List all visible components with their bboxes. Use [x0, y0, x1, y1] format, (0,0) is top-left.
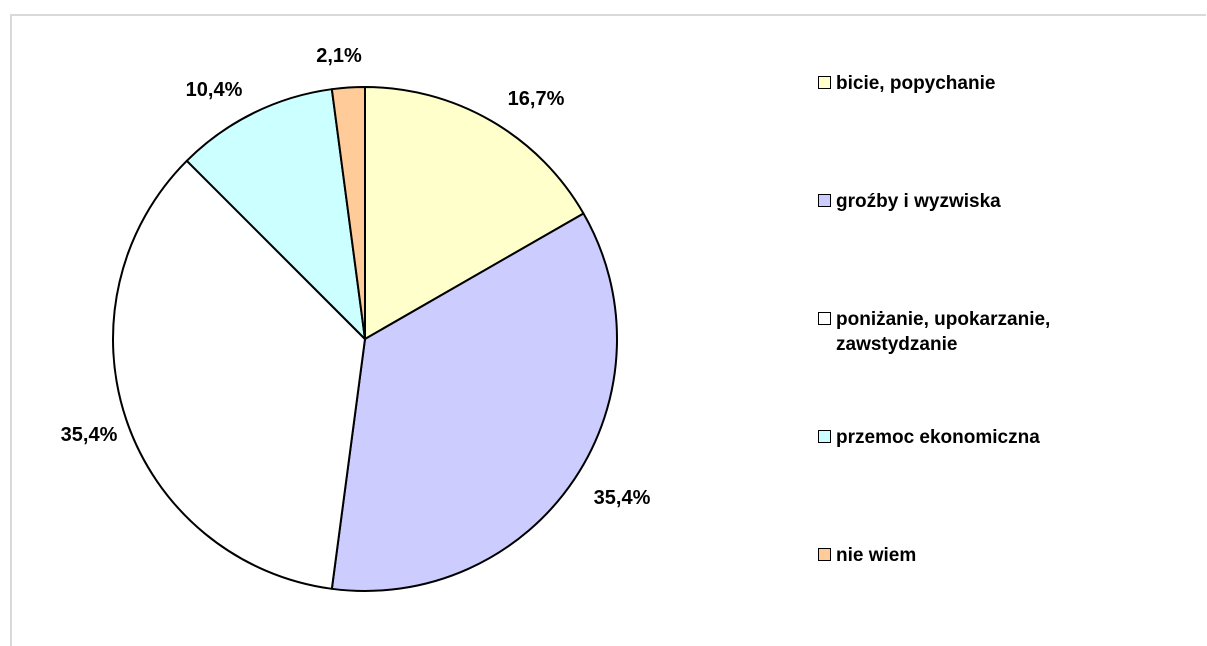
legend-item-nie-wiem: nie wiem — [818, 543, 1156, 568]
data-label: 2,1% — [316, 45, 362, 67]
slice-przemoc — [185, 88, 366, 340]
legend-item-ponizanie: poniżanie, upokarzanie, zawstydzanie — [818, 307, 1116, 357]
legend: bicie, popychanie groźby i wyzwiska poni… — [818, 0, 1198, 646]
data-label: 35,4% — [594, 487, 651, 509]
legend-label: nie wiem — [836, 545, 917, 566]
legend-swatch — [818, 76, 831, 89]
legend-label: groźby i wyzwiska — [836, 191, 1001, 212]
slice-nie-wiem — [330, 86, 366, 340]
legend-item-przemoc: przemoc ekonomiczna — [818, 425, 1156, 450]
slice-grozby — [330, 212, 618, 592]
legend-label: poniżanie, upokarzanie, zawstydzanie — [836, 309, 1051, 355]
legend-item-bicie: bicie, popychanie — [818, 71, 1156, 96]
legend-swatch — [818, 312, 831, 325]
slice-ponizanie — [112, 159, 366, 590]
slice-bicie — [364, 86, 585, 340]
legend-swatch — [818, 548, 831, 561]
legend-label: bicie, popychanie — [836, 73, 996, 94]
legend-swatch — [818, 194, 831, 207]
legend-swatch — [818, 430, 831, 443]
legend-item-grozby: groźby i wyzwiska — [818, 189, 1156, 214]
legend-label: przemoc ekonomiczna — [836, 427, 1040, 448]
data-label: 10,4% — [186, 79, 243, 101]
data-label: 35,4% — [61, 424, 118, 446]
chart-frame — [10, 14, 1206, 646]
data-label: 16,7% — [508, 88, 565, 110]
